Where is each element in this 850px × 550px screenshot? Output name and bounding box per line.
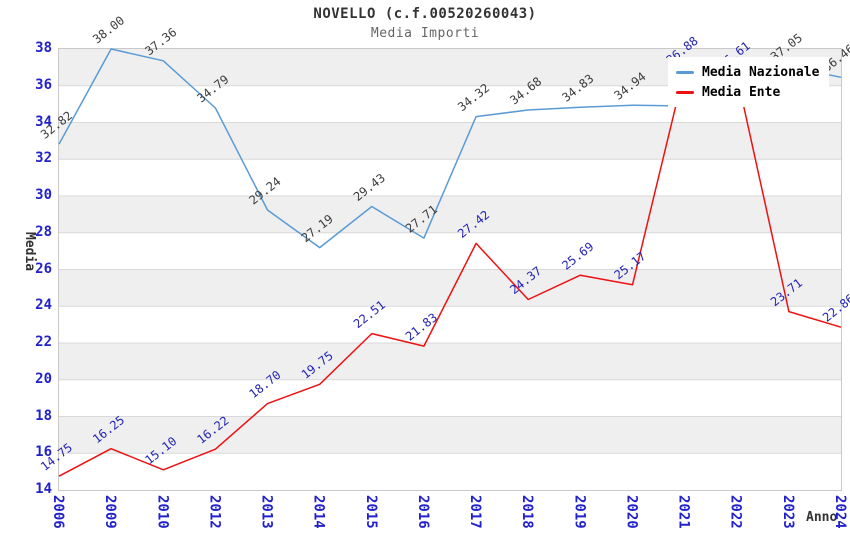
legend-item-media-nazionale: Media Nazionale: [676, 62, 819, 82]
x-tick-label: 2006: [50, 495, 66, 529]
x-tick-label: 2012: [206, 495, 223, 529]
x-tick-label: 2021: [675, 495, 692, 529]
y-tick-label: 20: [35, 370, 52, 387]
plot-band: [59, 379, 841, 417]
plot-band: [59, 416, 841, 454]
plot-band: [59, 343, 841, 380]
plot-band: [59, 196, 841, 233]
line-swatch-icon: [676, 90, 694, 94]
x-tick-label: 2009: [102, 495, 119, 529]
y-tick-label: 18: [35, 407, 52, 424]
plot-band: [59, 269, 841, 307]
y-tick-label: 32: [35, 150, 52, 167]
y-tick-label: 38: [35, 40, 52, 56]
plot-area: 32.82 38.00 37.36 34.79 29.24 27.19 29.43 27.71…: [38, 13, 850, 491]
x-tick-label: 2010: [154, 495, 171, 529]
plot-band: [59, 453, 841, 490]
y-tick-label: 16: [35, 444, 52, 461]
y-tick-label: 26: [35, 260, 52, 277]
y-tick-label: 14: [35, 481, 52, 497]
x-tick-label: 2018: [519, 495, 536, 529]
plot-band: [59, 122, 841, 160]
y-tick-label: 24: [35, 297, 52, 314]
plot-band: [59, 232, 841, 270]
x-tick-label: 2014: [310, 495, 327, 529]
x-tick-label: 2013: [258, 495, 275, 529]
x-axis-title: Anno: [806, 510, 838, 525]
x-tick-label: 2015: [362, 495, 379, 529]
x-tick-label: 2017: [467, 495, 484, 529]
y-axis-title: Media: [22, 232, 37, 272]
legend-label: Media Ente: [702, 84, 781, 100]
y-tick-label: 30: [35, 187, 52, 203]
x-tick-label: 2020: [623, 495, 640, 529]
x-tick-label: 2024: [832, 495, 848, 529]
y-tick-label: 28: [35, 223, 52, 240]
legend: Media Nazionale Media Ente: [668, 57, 830, 107]
y-tick-label: 36: [35, 76, 52, 93]
legend-item-media-ente: Media Ente: [676, 82, 819, 102]
line-swatch-icon: [676, 70, 694, 74]
y-tick-label: 34: [35, 113, 52, 130]
x-tick-label: 2023: [779, 495, 796, 529]
x-tick-label: 2016: [414, 495, 431, 529]
chart-subtitle: Media Importi: [370, 26, 480, 41]
y-tick-label: 22: [35, 334, 52, 350]
legend-label: Media Nazionale: [702, 64, 820, 80]
x-tick-label: 2022: [727, 495, 744, 529]
plot-band: [59, 306, 841, 343]
x-tick-label: 2019: [571, 495, 588, 529]
chart-title: NOVELLO (c.f.00520260043): [313, 6, 537, 22]
